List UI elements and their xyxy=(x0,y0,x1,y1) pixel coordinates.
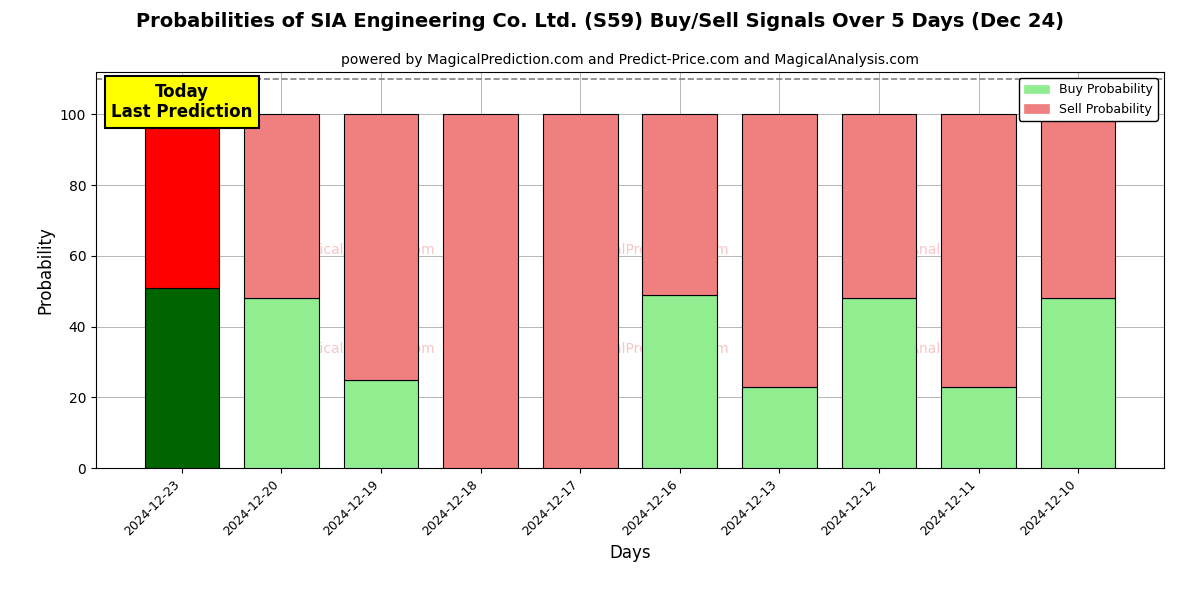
Bar xyxy=(244,115,319,298)
Text: Today
Last Prediction: Today Last Prediction xyxy=(112,83,252,121)
Bar xyxy=(443,115,518,468)
Text: MagicalAnalysis.com: MagicalAnalysis.com xyxy=(857,342,1001,356)
Bar xyxy=(1040,298,1116,468)
Bar xyxy=(841,298,917,468)
Bar xyxy=(542,115,618,468)
X-axis label: Days: Days xyxy=(610,544,650,562)
Bar xyxy=(642,295,718,468)
Legend: Buy Probability, Sell Probability: Buy Probability, Sell Probability xyxy=(1019,78,1158,121)
Bar xyxy=(343,115,419,380)
Bar xyxy=(144,115,220,287)
Bar xyxy=(742,386,817,468)
Text: Probabilities of SIA Engineering Co. Ltd. (S59) Buy/Sell Signals Over 5 Days (De: Probabilities of SIA Engineering Co. Ltd… xyxy=(136,12,1064,31)
Bar xyxy=(642,115,718,295)
Bar xyxy=(1040,115,1116,298)
Bar xyxy=(742,115,817,386)
Text: MagicalAnalysis.com: MagicalAnalysis.com xyxy=(857,243,1001,257)
Bar xyxy=(244,298,319,468)
Bar xyxy=(343,380,419,468)
Title: powered by MagicalPrediction.com and Predict-Price.com and MagicalAnalysis.com: powered by MagicalPrediction.com and Pre… xyxy=(341,53,919,67)
Bar xyxy=(941,386,1016,468)
Bar xyxy=(941,115,1016,386)
Text: MagicalPrediction.com: MagicalPrediction.com xyxy=(574,342,730,356)
Text: MagicalPrediction.com: MagicalPrediction.com xyxy=(574,243,730,257)
Bar xyxy=(841,115,917,298)
Bar xyxy=(144,287,220,468)
Text: MagicalAnalysis.com: MagicalAnalysis.com xyxy=(290,243,436,257)
Text: MagicalAnalysis.com: MagicalAnalysis.com xyxy=(290,342,436,356)
Y-axis label: Probability: Probability xyxy=(36,226,54,314)
